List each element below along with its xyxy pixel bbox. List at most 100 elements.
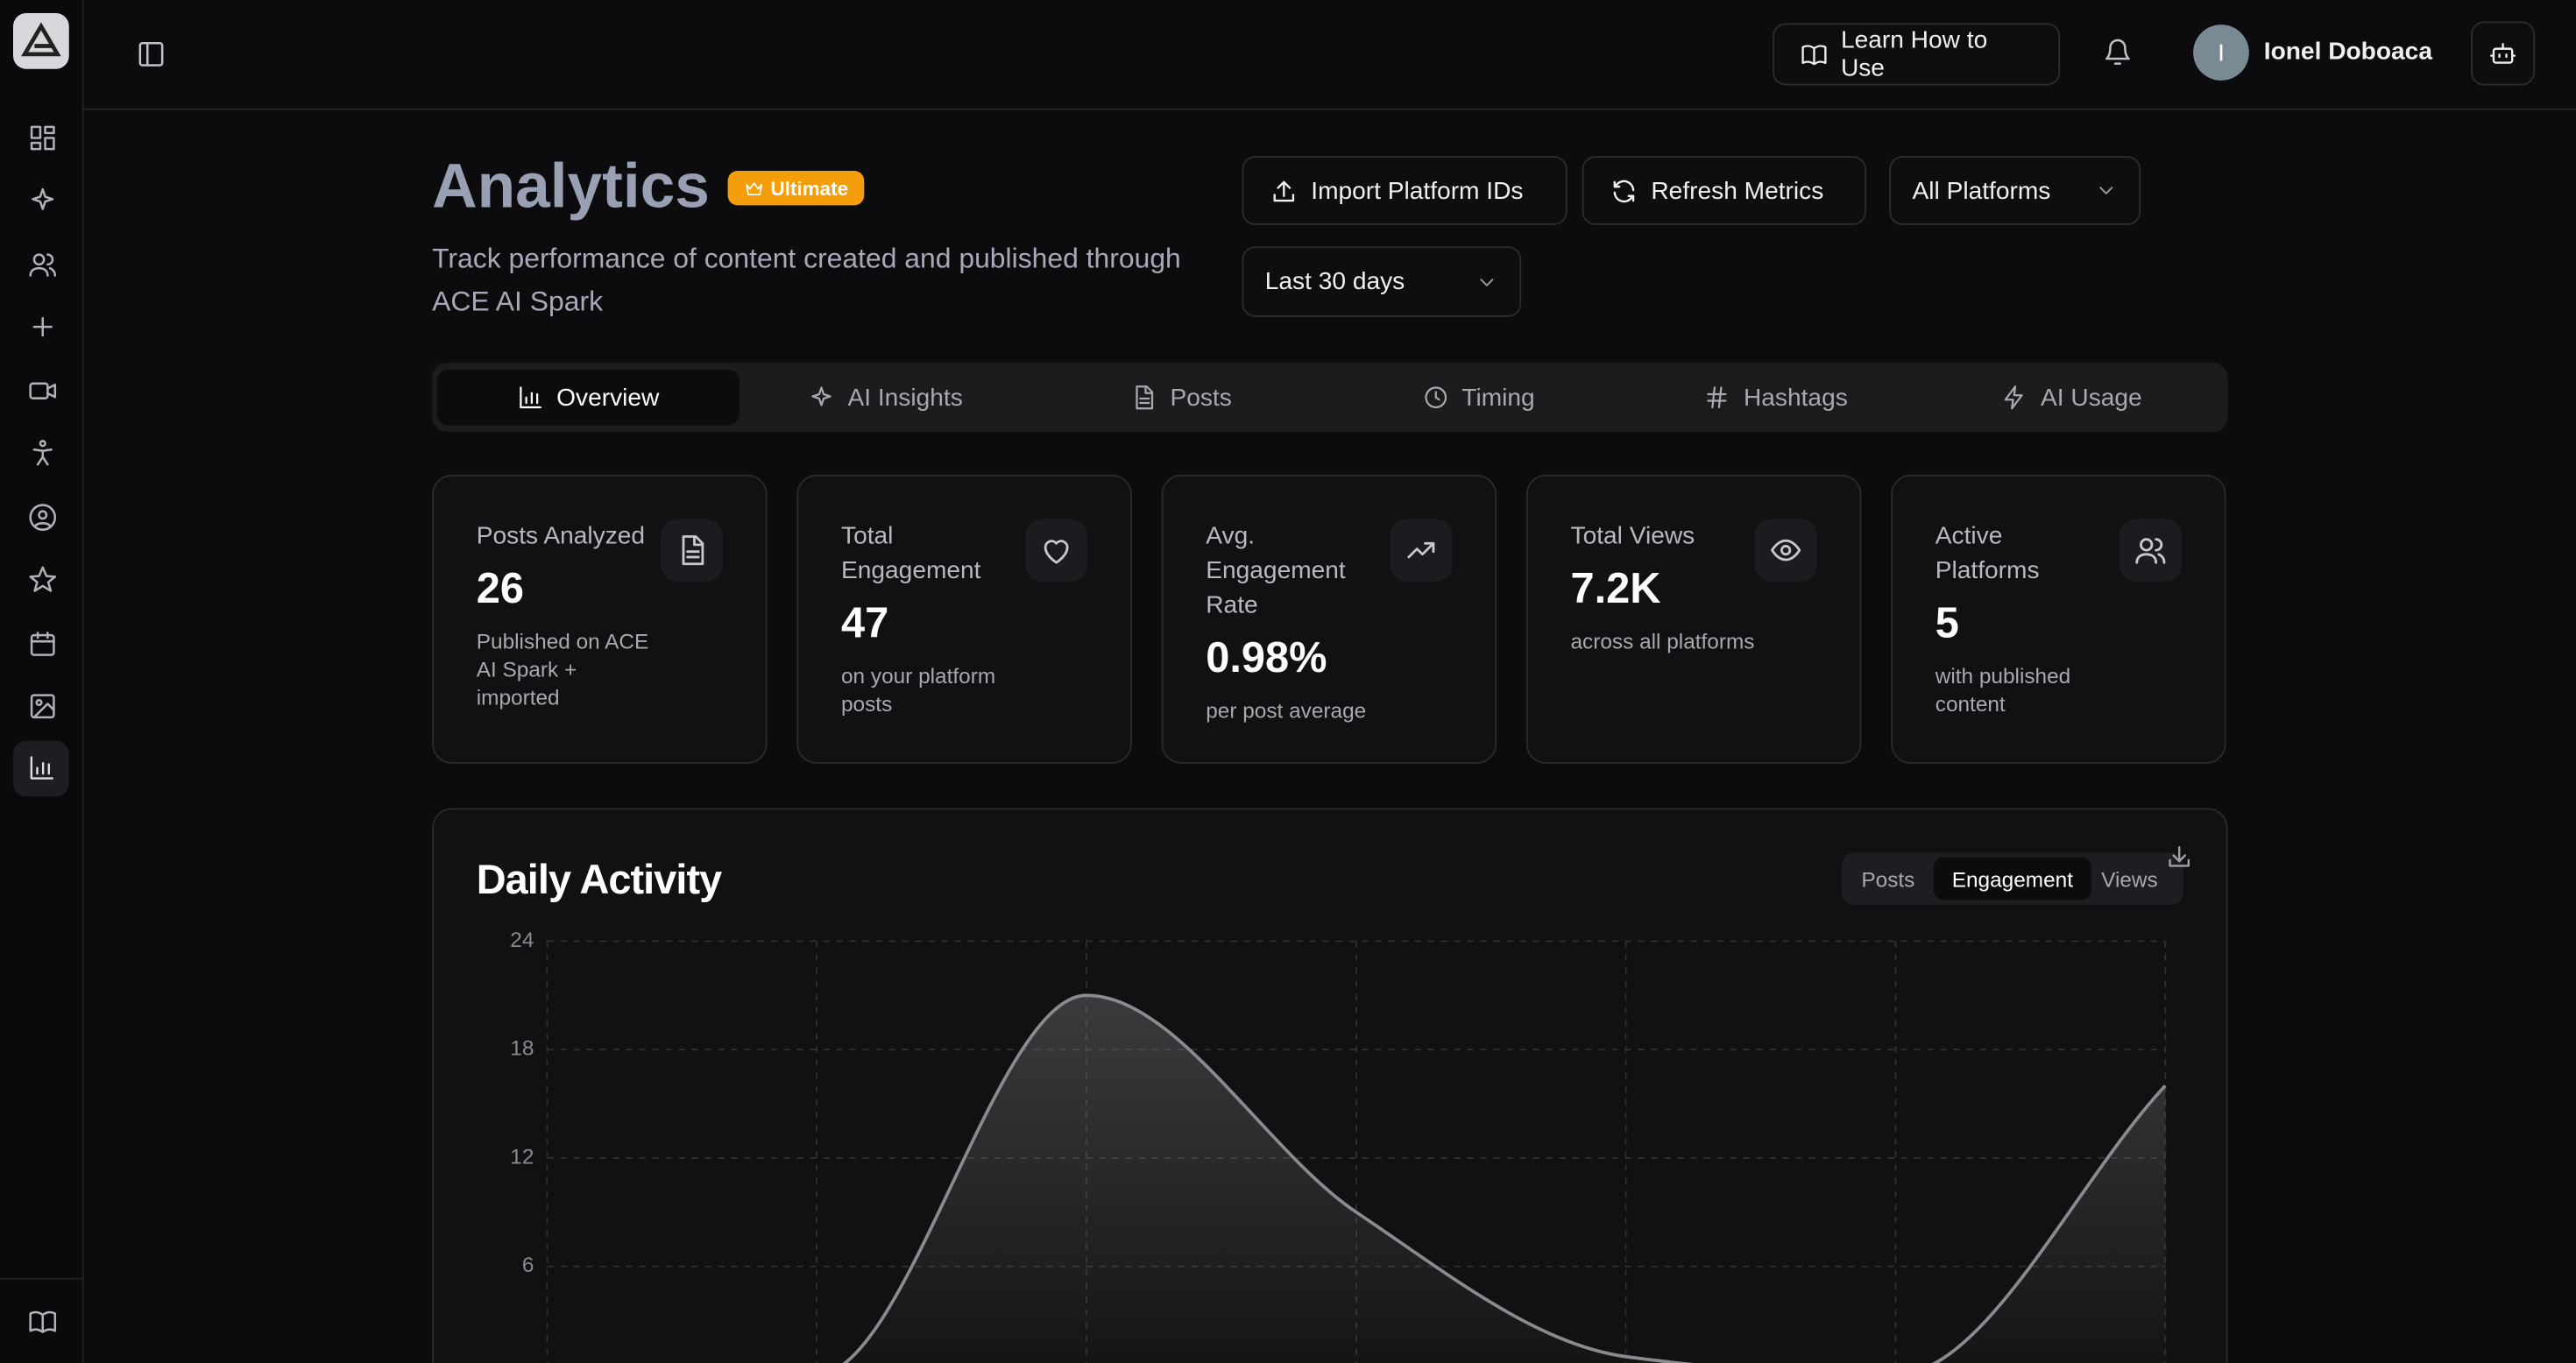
tab-label: AI Usage	[2041, 383, 2142, 412]
tab-icon	[1424, 386, 1447, 409]
learn-label: Learn How to Use	[1840, 26, 1988, 82]
assistant-button[interactable]	[2471, 21, 2536, 86]
learn-button[interactable]: Learn How to Use	[1773, 23, 2061, 86]
platform-label: All Platforms	[1912, 176, 2051, 205]
tab-bar: Overview AI Insights Posts Timing Hashta…	[432, 363, 2228, 433]
stat-value: 7.2K	[1570, 563, 1661, 613]
nav-create[interactable]	[28, 312, 58, 342]
y-tick-label: 18	[510, 1037, 534, 1061]
nav-team[interactable]	[28, 250, 58, 279]
toggle-posts[interactable]: Posts	[1861, 867, 1915, 893]
bot-icon	[2490, 43, 2516, 64]
stat-icon-glyph	[1407, 541, 1435, 559]
tab-hashtags[interactable]: Hashtags	[1626, 370, 1925, 426]
page-title: Analytics	[432, 152, 710, 222]
tab-label: Overview	[556, 383, 660, 412]
stat-icon	[1754, 519, 1817, 582]
tab-ai-usage[interactable]: AI Usage	[1922, 370, 2221, 426]
stat-icon	[660, 519, 723, 582]
crown-icon	[746, 181, 762, 195]
stat-note: with published content	[1935, 663, 2071, 717]
refresh-button[interactable]: Refresh Metrics	[1582, 156, 1866, 225]
nav-dashboard[interactable]	[28, 124, 58, 153]
range-label: Last 30 days	[1264, 267, 1405, 296]
stat-note: per post average	[1206, 697, 1367, 723]
y-tick-label: 12	[510, 1145, 534, 1169]
tab-ai-insights[interactable]: AI Insights	[736, 370, 1035, 426]
stat-value: 26	[476, 563, 524, 613]
stat-label: Total Engagement	[841, 522, 981, 585]
import-button[interactable]: Import Platform IDs	[1242, 156, 1568, 225]
stat-icon-glyph	[2135, 538, 2166, 564]
stat-icon	[1025, 519, 1088, 582]
chevron	[1480, 278, 1494, 286]
nav-favorites[interactable]	[28, 565, 58, 595]
stat-label: Total Views	[1570, 522, 1695, 551]
avatar[interactable]: I	[2193, 25, 2249, 81]
refresh-icon	[1613, 179, 1635, 202]
y-tick-label: 24	[510, 929, 534, 952]
tab-overview[interactable]: Overview	[436, 369, 740, 426]
nav-ai[interactable]	[28, 186, 58, 215]
nav-accessibility[interactable]	[28, 439, 58, 469]
logo[interactable]	[13, 13, 69, 69]
tab-icon	[519, 386, 541, 409]
stat-card: Total Engagement 47 on your platform pos…	[796, 474, 1132, 764]
nav-analytics-active[interactable]	[13, 740, 69, 797]
stat-card: Posts Analyzed 26 Published on ACE AI Sp…	[432, 474, 768, 764]
stat-value: 47	[841, 597, 889, 647]
plan-label: Ultimate	[770, 176, 849, 200]
range-select[interactable]: Last 30 days	[1242, 246, 1522, 317]
nav-profile[interactable]	[28, 503, 58, 533]
stat-card: Total Views 7.2K across all platforms	[1525, 474, 1862, 764]
chart-card: Daily Activity Posts Engagement Views 6 1…	[432, 808, 2228, 1363]
tab-icon	[811, 386, 832, 406]
stat-note: across all platforms	[1570, 629, 1755, 654]
nav-video[interactable]	[28, 376, 58, 406]
nav-docs[interactable]	[28, 1308, 58, 1338]
toggle-engagement[interactable]: Engagement	[1933, 857, 2091, 900]
nav-media[interactable]	[28, 691, 58, 721]
import-label: Import Platform IDs	[1311, 176, 1524, 205]
platform-select[interactable]: All Platforms	[1889, 156, 2141, 225]
sidebar-divider	[0, 1277, 82, 1280]
sidebar-toggle[interactable]	[137, 39, 166, 69]
toggle-views[interactable]: Views	[2101, 867, 2158, 893]
tab-label: Timing	[1461, 383, 1535, 412]
stat-value: 0.98%	[1206, 632, 1327, 682]
chart: 6 12 18 24	[510, 929, 2167, 1363]
tab-timing[interactable]: Timing	[1329, 370, 1628, 426]
top-bar: Learn How to Use I Ionel Doboaca	[83, 0, 2576, 110]
plan-badge: Ultimate	[727, 171, 865, 206]
upload-icon	[1273, 180, 1295, 201]
nav-calendar[interactable]	[28, 629, 58, 659]
metric-toggle: Posts Engagement Views	[1841, 852, 2183, 906]
tab-label: Hashtags	[1743, 383, 1848, 412]
stat-icon-glyph	[682, 535, 704, 566]
tab-icon	[1136, 385, 1154, 410]
download-button[interactable]	[2165, 843, 2193, 871]
tab-label: AI Insights	[847, 383, 963, 412]
y-tick-label: 6	[522, 1254, 534, 1277]
stat-icon	[1390, 519, 1453, 582]
area-line	[841, 993, 2167, 1363]
logo-mark	[21, 22, 61, 57]
page-subtitle: Track performance of content created and…	[432, 243, 1181, 317]
tab-label: Posts	[1170, 383, 1232, 412]
stat-icon	[2119, 519, 2182, 582]
stat-card: Active Platforms 5 with published conten…	[1891, 474, 2226, 764]
user-name[interactable]: Ionel Doboaca	[2263, 38, 2432, 66]
tab-posts[interactable]: Posts	[1032, 370, 1331, 426]
sidebar	[0, 0, 84, 1363]
stat-note: on your platform posts	[841, 663, 996, 717]
stat-icon-glyph	[1044, 540, 1069, 564]
stat-label: Active Platforms	[1935, 522, 2040, 585]
notifications[interactable]	[2103, 38, 2133, 67]
tab-icon	[1707, 386, 1728, 409]
chevron	[2099, 187, 2113, 194]
stat-note: Published on ACE AI Spark + imported	[476, 629, 649, 710]
stat-icon-glyph	[1771, 539, 1801, 561]
stat-label: Posts Analyzed	[476, 522, 646, 551]
